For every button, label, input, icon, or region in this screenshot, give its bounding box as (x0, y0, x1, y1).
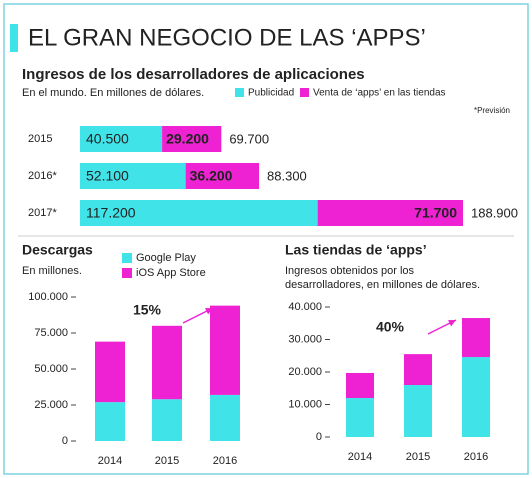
y-tick-label: 20.000 (288, 366, 322, 378)
value-label: 40.500 (86, 131, 129, 147)
title-accent (10, 24, 18, 52)
legend-swatch (300, 88, 309, 97)
bar (162, 126, 222, 152)
y-tick-label: 40.000 (288, 301, 322, 313)
bar (95, 341, 125, 403)
value-label: 29.200 (166, 131, 209, 147)
legend-swatch (122, 268, 132, 278)
bar (346, 398, 374, 437)
chart-title: Ingresos de los desarrolladores de aplic… (22, 66, 365, 83)
legend-swatch (122, 253, 132, 263)
bar (210, 305, 240, 395)
x-tick-label: 2014 (98, 455, 122, 467)
bar (80, 126, 163, 152)
x-tick-label: 2015 (406, 451, 430, 463)
bar (404, 354, 432, 385)
bar (210, 394, 240, 441)
page-title: EL GRAN NEGOCIO DE LAS ‘APPS’ (28, 24, 426, 51)
y-tick-label: 50.000 (34, 363, 68, 375)
annotation-arrowhead (448, 320, 456, 327)
bar (185, 163, 260, 189)
bar (317, 200, 463, 226)
legend-label: Venta de ‘apps’ en las tiendas (313, 88, 446, 99)
bar (462, 318, 490, 358)
bar (95, 402, 125, 441)
y-tick-label: 10.000 (288, 398, 322, 410)
y-tick-label: 30.000 (288, 333, 322, 345)
bar (80, 200, 318, 226)
x-tick-label: 2016 (213, 455, 237, 467)
y-tick-label: 0 (62, 435, 68, 447)
chart-title: Descargas (22, 242, 93, 258)
chart-subtitle: Ingresos obtenidos por los desarrollador… (285, 265, 481, 291)
y-tick-label: 2016* (28, 170, 57, 182)
bar (80, 163, 186, 189)
legend-label: Google Play (136, 252, 196, 264)
total-label: 88.300 (267, 168, 307, 183)
value-label: 71.700 (414, 205, 457, 221)
bar (152, 399, 182, 441)
frame (3, 3, 529, 475)
bar (346, 372, 374, 398)
value-label: 36.200 (190, 168, 233, 184)
y-tick-label: 0 (316, 431, 322, 443)
x-tick-label: 2014 (348, 451, 372, 463)
note: *Previsión (474, 106, 510, 115)
y-tick-label: 2017* (28, 207, 57, 219)
chart-title: Las tiendas de ‘apps’ (285, 242, 427, 258)
annotation-arrowhead (205, 308, 213, 315)
legend-label: iOS App Store (136, 267, 206, 279)
bar (462, 357, 490, 437)
total-label: 69.700 (229, 131, 269, 146)
x-tick-label: 2016 (464, 451, 488, 463)
legend-swatch (235, 88, 244, 97)
y-tick-label: 75.000 (34, 327, 68, 339)
annotation: 15% (133, 302, 162, 318)
x-tick-label: 2015 (155, 455, 179, 467)
bar (152, 325, 182, 400)
y-tick-label: 2015 (28, 133, 52, 145)
value-label: 117.200 (86, 205, 136, 221)
legend-label: Publicidad (248, 88, 294, 99)
total-label: 188.900 (471, 205, 518, 220)
chart-subtitle: En el mundo. En millones de dólares. (22, 87, 204, 99)
bar (404, 385, 432, 437)
value-label: 52.100 (86, 168, 129, 184)
y-tick-label: 25.000 (34, 399, 68, 411)
chart-subtitle: En millones. (22, 265, 82, 277)
annotation: 40% (376, 319, 405, 335)
y-tick-label: 100.000 (28, 291, 68, 303)
